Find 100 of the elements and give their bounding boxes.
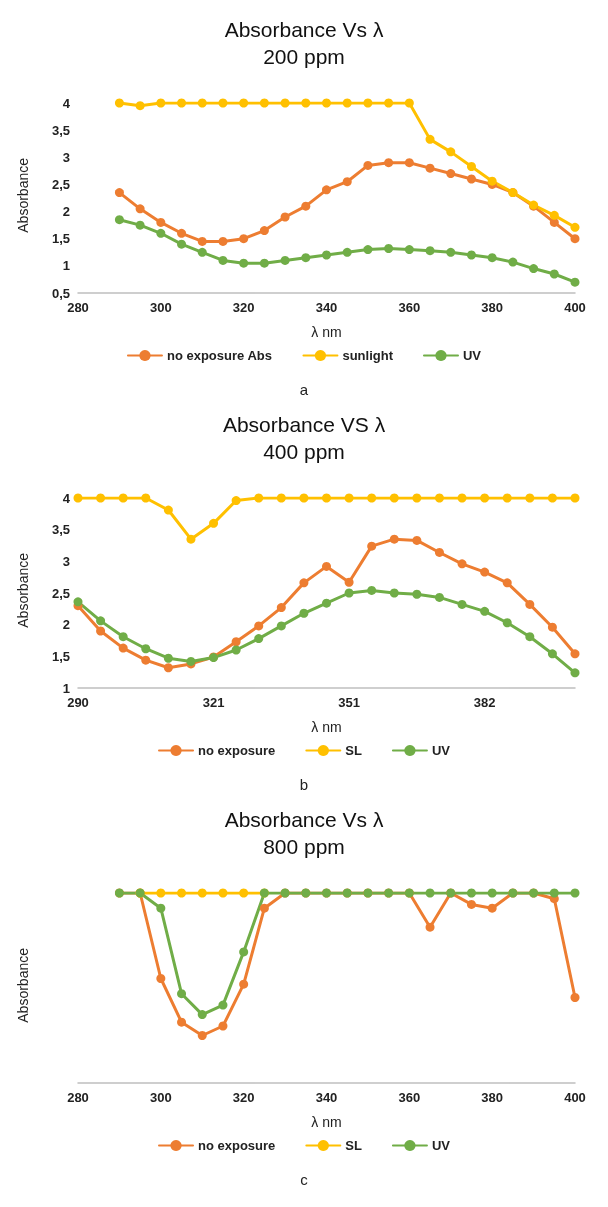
point (156, 217, 166, 227)
point (259, 98, 269, 108)
point (457, 493, 467, 503)
y-tick-label: 4 (62, 95, 71, 111)
point (231, 645, 241, 655)
point (570, 888, 580, 898)
point (502, 618, 512, 628)
point (457, 599, 467, 609)
x-tick-label: 340 (315, 1090, 338, 1105)
point (299, 578, 309, 588)
point (446, 169, 456, 179)
x-axis-title: λ nm (311, 1114, 342, 1130)
point (502, 578, 512, 588)
point (197, 1031, 207, 1040)
point (480, 606, 490, 616)
point (118, 632, 128, 642)
legend-label: SL (345, 743, 362, 758)
point (156, 228, 166, 238)
point (508, 257, 518, 267)
point (570, 668, 580, 678)
point (301, 201, 311, 211)
point (177, 98, 187, 108)
point (547, 649, 557, 659)
point (425, 888, 435, 898)
legend-label: UV (431, 743, 451, 758)
point (412, 589, 422, 599)
point (322, 98, 331, 108)
point (466, 174, 476, 184)
point (322, 250, 331, 260)
point (239, 979, 249, 989)
point (412, 535, 422, 545)
point (209, 518, 219, 528)
point (547, 622, 557, 632)
point (135, 204, 145, 214)
point (487, 888, 497, 898)
point (156, 98, 166, 108)
point (156, 903, 166, 913)
point (363, 160, 373, 170)
chart-title: Absorbance Vs λ (224, 18, 384, 41)
point (218, 255, 228, 265)
point (141, 655, 151, 665)
point (276, 621, 286, 631)
point (239, 98, 249, 108)
point (299, 493, 309, 503)
point (322, 185, 331, 195)
legend-label: no exposure (198, 1138, 276, 1153)
y-axis-title: Absorbance (15, 947, 31, 1023)
point (487, 903, 497, 913)
x-tick-label: 290 (67, 695, 89, 710)
x-tick-label: 321 (202, 695, 225, 710)
legend-label: UV (431, 1138, 451, 1153)
point (434, 547, 444, 557)
point (570, 649, 580, 659)
point (73, 493, 83, 503)
point (135, 101, 145, 111)
x-tick-label: 400 (564, 300, 586, 315)
x-tick-label: 300 (149, 1090, 172, 1105)
point (404, 98, 414, 108)
point (525, 632, 535, 642)
x-tick-label: 320 (232, 1090, 255, 1105)
point (480, 493, 490, 503)
chart-subtitle: 800 ppm (263, 835, 345, 858)
point (254, 621, 264, 631)
text: a (299, 381, 309, 398)
point (114, 188, 124, 198)
point (529, 264, 539, 274)
point (118, 643, 128, 653)
point (570, 993, 580, 1002)
point (156, 888, 166, 898)
point (446, 147, 456, 157)
point (239, 234, 249, 244)
x-tick-label: 382 (473, 695, 496, 710)
point (570, 234, 580, 244)
y-tick-label: 1,5 (51, 231, 70, 247)
point (239, 947, 249, 957)
point (549, 269, 559, 279)
point (425, 922, 435, 932)
point (549, 888, 559, 898)
point (342, 98, 352, 108)
point (466, 162, 476, 172)
point (135, 220, 145, 230)
x-axis-title: λ nm (311, 719, 342, 735)
point (197, 888, 207, 898)
point (276, 493, 286, 503)
point (231, 496, 241, 506)
point (384, 158, 394, 168)
point (280, 98, 290, 108)
point (549, 210, 559, 220)
x-tick-label: 351 (338, 695, 360, 710)
point (197, 1010, 207, 1020)
y-axis-title: Absorbance (15, 552, 31, 628)
point (177, 228, 187, 238)
y-tick-label: 3 (62, 149, 70, 165)
point (118, 493, 128, 503)
point (177, 989, 187, 999)
point (218, 1000, 228, 1010)
x-tick-label: 380 (481, 300, 504, 315)
y-tick-label: 2 (62, 617, 70, 633)
point (570, 222, 580, 232)
chart-title: Absorbance Vs λ (224, 808, 384, 831)
